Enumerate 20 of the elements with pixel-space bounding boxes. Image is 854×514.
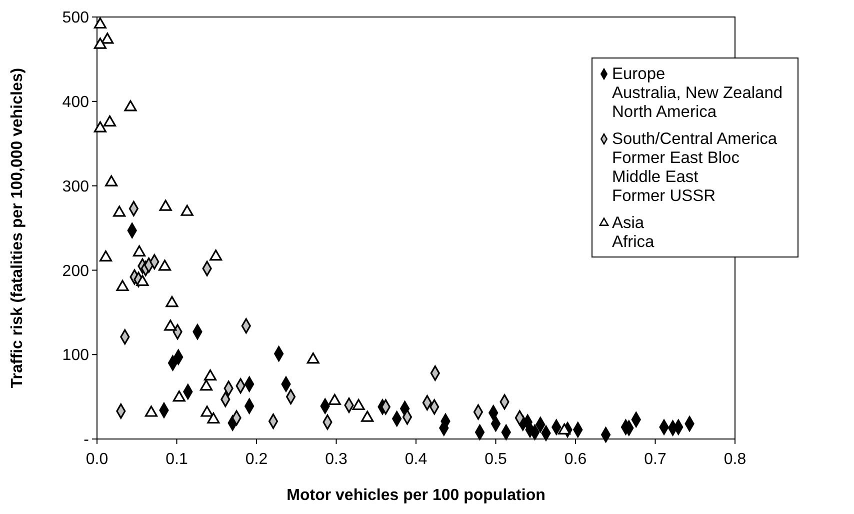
y-tick-label: 500	[62, 10, 90, 27]
x-tick-label: 0.4	[404, 451, 428, 468]
legend-label: South/Central America Former East Bloc Middle East Former USSR	[612, 130, 778, 205]
x-tick-label: 0.5	[484, 451, 507, 468]
y-axis-title: Traffic risk (fatalities per 100,000 vehicles)	[9, 68, 26, 388]
x-tick-label: 0.8	[724, 451, 746, 468]
y-tick-label: 300	[62, 178, 90, 196]
y-tick-label: 100	[62, 347, 90, 364]
x-tick-label: 0.2	[245, 451, 268, 468]
x-tick-label: 0.7	[644, 451, 666, 468]
legend-label: Europe Australia, New Zealand North America	[612, 65, 783, 121]
x-axis-title: Motor vehicles per 100 population	[286, 487, 546, 504]
y-tick-label: 200	[62, 262, 90, 280]
legend-label: Asia Africa	[612, 214, 655, 251]
x-tick-label: 0.0	[86, 451, 108, 468]
y-tick-label: 400	[62, 94, 90, 111]
x-tick-label: 0.6	[564, 451, 587, 468]
y-tick-label: -	[84, 432, 89, 449]
x-tick-label: 0.3	[325, 451, 348, 468]
x-tick-label: 0.1	[166, 451, 188, 468]
